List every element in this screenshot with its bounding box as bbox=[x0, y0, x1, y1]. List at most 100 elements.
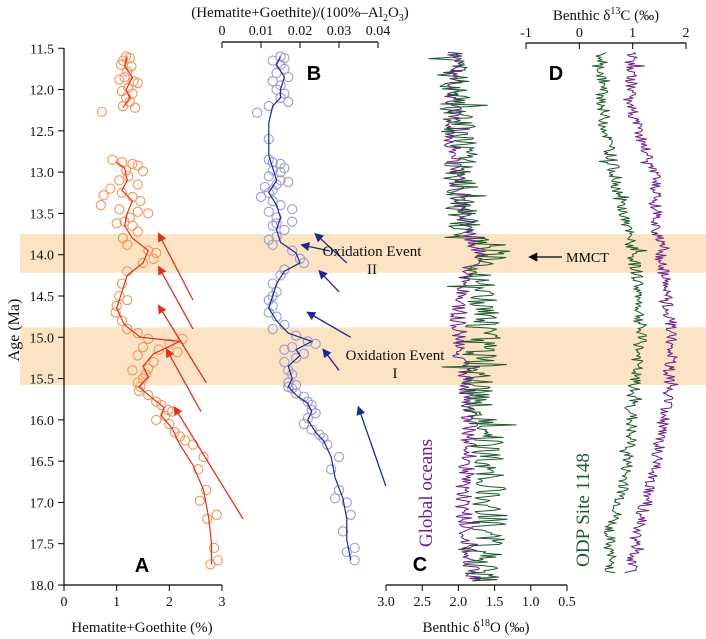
data-point bbox=[283, 72, 294, 83]
data-point bbox=[287, 216, 298, 227]
x-tick-label: 2 bbox=[683, 26, 690, 41]
event-pointer bbox=[300, 242, 331, 252]
series-line bbox=[428, 51, 517, 582]
x-tick-label: 0 bbox=[219, 24, 226, 39]
data-point bbox=[267, 76, 278, 87]
data-point bbox=[119, 72, 130, 83]
data-point bbox=[279, 344, 290, 355]
data-point bbox=[148, 356, 159, 368]
data-point bbox=[279, 356, 290, 368]
panel-b-xlabel-sub: 3 bbox=[399, 13, 404, 24]
data-point bbox=[132, 77, 143, 89]
panel-d-xlabel-part: Benthic δ bbox=[553, 8, 610, 24]
data-point bbox=[151, 396, 162, 407]
age-tick-label: 14.5 bbox=[30, 290, 55, 305]
age-tick-label: 15.0 bbox=[30, 331, 55, 346]
age-tick-label: 12.5 bbox=[30, 125, 55, 140]
age-tick-label: 16.5 bbox=[30, 455, 55, 470]
data-point bbox=[127, 220, 138, 231]
panel-b-xlabel-part: O bbox=[388, 5, 399, 21]
data-point bbox=[267, 55, 278, 66]
data-point bbox=[341, 546, 352, 558]
age-tick-label: 14.0 bbox=[30, 249, 55, 264]
x-tick-label: 0 bbox=[576, 26, 583, 41]
panel-b-xlabel: (Hematite+Goethite)/(100%–Al2O3) bbox=[191, 5, 409, 24]
data-point bbox=[124, 53, 135, 64]
panel-b-xlabel-part: (Hematite+Goethite)/(100%–Al bbox=[191, 5, 383, 21]
data-point bbox=[179, 435, 191, 446]
event-band bbox=[20, 234, 706, 273]
trend-line bbox=[122, 56, 134, 109]
data-point bbox=[201, 484, 212, 496]
data-point bbox=[114, 204, 125, 215]
data-point bbox=[98, 190, 109, 201]
data-point bbox=[267, 239, 278, 250]
age-tick-label: 17.0 bbox=[30, 496, 55, 511]
data-point bbox=[306, 404, 317, 416]
data-point bbox=[345, 509, 356, 520]
panel-b-xlabel-sub: 2 bbox=[383, 13, 388, 24]
data-point bbox=[290, 352, 302, 364]
panel-b bbox=[251, 51, 387, 566]
data-point bbox=[275, 270, 286, 281]
data-point bbox=[114, 175, 125, 186]
data-point bbox=[205, 559, 216, 570]
data-point bbox=[333, 451, 345, 463]
age-tick-label: 17.5 bbox=[30, 538, 55, 553]
data-point bbox=[329, 493, 341, 504]
data-point bbox=[263, 206, 274, 217]
data-point bbox=[156, 399, 167, 411]
panel-a-xlabel: Hematite+Goethite (%) bbox=[71, 620, 212, 636]
panel-a bbox=[95, 51, 244, 570]
data-point bbox=[306, 399, 317, 411]
data-point bbox=[202, 513, 213, 525]
x-tick-label: 0.5 bbox=[558, 595, 576, 610]
mmct-label: MMCT bbox=[566, 251, 609, 266]
data-point bbox=[302, 396, 313, 407]
x-tick-label: 0.01 bbox=[249, 24, 274, 39]
x-tick-label: -1 bbox=[520, 26, 532, 41]
data-point bbox=[283, 176, 294, 188]
x-tick-label: 2.0 bbox=[450, 595, 468, 610]
data-point bbox=[132, 350, 143, 361]
age-tick-label: 13.0 bbox=[30, 166, 55, 181]
x-tick-label: 1 bbox=[629, 26, 636, 41]
data-point bbox=[267, 165, 278, 176]
data-point bbox=[127, 365, 138, 376]
data-point bbox=[127, 158, 138, 170]
data-point bbox=[135, 195, 146, 207]
age-tick-label: 11.5 bbox=[30, 42, 54, 57]
panel-c bbox=[428, 51, 517, 582]
data-point bbox=[132, 226, 143, 237]
data-point bbox=[208, 542, 220, 553]
ticks: 11.512.012.513.013.514.014.515.015.516.0… bbox=[30, 24, 690, 610]
x-tick-label: 3.0 bbox=[377, 595, 395, 610]
data-point bbox=[349, 542, 360, 553]
trend-arrow bbox=[173, 405, 244, 520]
age-tick-label: 16.0 bbox=[30, 414, 55, 429]
data-point bbox=[95, 200, 107, 211]
data-point bbox=[263, 171, 274, 182]
panel-d-xlabel-sup: 13 bbox=[610, 6, 620, 17]
panel-label-b: B bbox=[307, 63, 321, 85]
data-point bbox=[129, 102, 141, 113]
data-point bbox=[341, 497, 352, 508]
panel-label-d: D bbox=[549, 63, 563, 85]
x-tick-label: 2.5 bbox=[413, 595, 431, 610]
trend-line bbox=[268, 56, 352, 561]
data-point bbox=[111, 218, 122, 229]
x-tick-label: 1 bbox=[113, 595, 120, 610]
data-point bbox=[116, 187, 128, 198]
trend-arrow bbox=[314, 232, 348, 264]
data-point bbox=[287, 245, 298, 256]
panel-c-xlabel-part: O (‰) bbox=[490, 620, 530, 636]
data-point bbox=[122, 66, 133, 77]
data-point bbox=[263, 187, 274, 198]
data-point bbox=[298, 418, 310, 430]
trend-arrow bbox=[318, 269, 340, 293]
data-point bbox=[137, 342, 149, 353]
data-point bbox=[132, 206, 143, 217]
event-2-line2: II bbox=[367, 262, 377, 278]
data-point bbox=[164, 418, 175, 430]
